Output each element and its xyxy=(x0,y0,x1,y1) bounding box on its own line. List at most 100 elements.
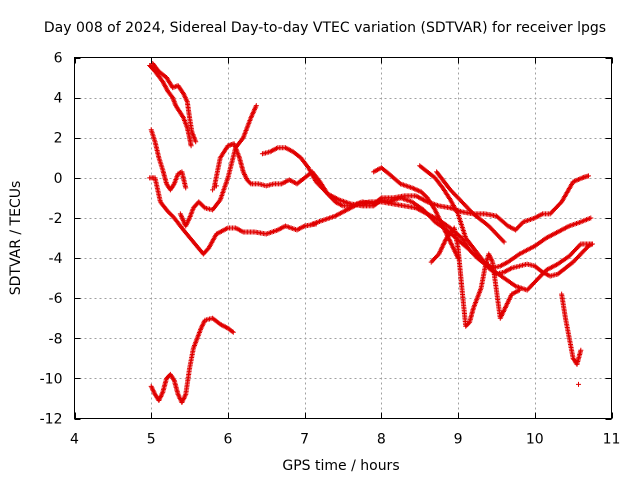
point-track-l xyxy=(487,224,493,230)
x-axis-label: GPS time / hours xyxy=(282,458,399,474)
x-tick-label: 4 xyxy=(70,432,79,448)
x-tick-label: 5 xyxy=(147,432,156,448)
point-track-g xyxy=(588,215,594,221)
point-track-k xyxy=(429,258,435,264)
x-tick-label: 9 xyxy=(454,432,463,448)
point-track-l xyxy=(467,207,473,213)
y-tick-label: -2 xyxy=(49,211,63,227)
x-tick-label: 6 xyxy=(223,432,232,448)
point-track-h xyxy=(469,249,475,255)
point-track-f xyxy=(518,221,524,227)
point-track-f xyxy=(515,225,521,231)
point-isolated xyxy=(576,381,582,387)
y-tick-label: -4 xyxy=(49,251,63,267)
point-track-k xyxy=(516,287,522,293)
point-track-l xyxy=(457,197,463,203)
point-track-c xyxy=(167,210,173,216)
point-track-h xyxy=(468,248,474,254)
point-track-m xyxy=(578,347,584,353)
point-track-l xyxy=(450,189,456,195)
point-track-j xyxy=(578,251,584,257)
point-track-e xyxy=(201,204,207,210)
point-track-l xyxy=(493,231,499,237)
point-track-l xyxy=(459,199,465,205)
point-track-l xyxy=(466,206,472,212)
point-track-j xyxy=(570,259,576,265)
point-track-h xyxy=(538,273,544,279)
point-track-f xyxy=(513,227,519,233)
point-track-l xyxy=(500,238,506,244)
point-track-i xyxy=(396,180,402,186)
point-track-l xyxy=(447,187,453,193)
point-track-l xyxy=(501,239,507,245)
point-track-j xyxy=(579,250,585,256)
point-track-f xyxy=(514,226,520,232)
point-track-l xyxy=(454,194,460,200)
point-track-l xyxy=(491,229,497,235)
point-track-k xyxy=(428,259,434,265)
point-track-c xyxy=(165,208,171,214)
point-track-l xyxy=(455,195,461,201)
point-track-l xyxy=(452,191,458,197)
point-isolated xyxy=(213,183,219,189)
point-track-f xyxy=(516,224,522,230)
x-tick-label: 10 xyxy=(526,432,544,448)
y-tick-label: -12 xyxy=(40,412,63,428)
point-track-a xyxy=(188,143,194,149)
point-track-k xyxy=(433,254,439,260)
x-tick-label: 7 xyxy=(300,432,309,448)
point-track-l xyxy=(458,198,464,204)
axes: 4 5 6 7 8 9 10 11 -12 -10 -8 -6 -4 -2 0 2 4 6 xyxy=(40,51,621,448)
x-tick-label: 8 xyxy=(377,432,386,448)
point-track-l xyxy=(448,188,454,194)
point-track-n xyxy=(230,329,236,335)
point-track-d xyxy=(183,185,189,191)
y-tick-label: 6 xyxy=(54,51,63,67)
point-track-j xyxy=(576,253,582,259)
point-track-j xyxy=(577,252,583,258)
point-track-b xyxy=(193,139,199,145)
point-track-l xyxy=(468,209,474,215)
point-track-k xyxy=(434,253,440,259)
point-track-f xyxy=(585,173,591,179)
chart-title: Day 008 of 2024, Sidereal Day-to-day VTE… xyxy=(44,20,606,36)
point-track-h xyxy=(471,252,477,258)
point-track-f xyxy=(519,220,525,226)
point-track-l xyxy=(488,225,494,231)
grid xyxy=(74,57,612,419)
point-track-e xyxy=(253,103,259,109)
point-track-k xyxy=(432,256,438,262)
point-track-h xyxy=(467,247,473,253)
point-track-l xyxy=(495,232,501,238)
point-track-j xyxy=(571,258,577,264)
point-track-j xyxy=(582,246,588,252)
point-track-h xyxy=(536,275,542,281)
point-track-l xyxy=(490,228,496,234)
point-track-j xyxy=(572,257,578,263)
point-track-l xyxy=(462,202,468,208)
point-track-l xyxy=(497,234,503,240)
point-track-l xyxy=(463,203,469,209)
y-tick-label: -10 xyxy=(40,371,63,387)
point-track-l xyxy=(464,204,470,210)
point-track-l xyxy=(465,205,471,211)
point-track-c xyxy=(164,207,170,213)
point-track-l xyxy=(496,233,502,239)
point-track-j xyxy=(573,256,579,262)
y-axis-label: SDTVAR / TECUs xyxy=(8,181,24,296)
point-track-n xyxy=(229,328,235,334)
point-track-l xyxy=(486,223,492,229)
point-track-l xyxy=(492,230,498,236)
point-track-l xyxy=(499,237,505,243)
point-track-c xyxy=(169,213,175,219)
point-isolated xyxy=(210,187,216,193)
point-track-f xyxy=(517,222,523,228)
y-tick-label: 2 xyxy=(54,131,63,147)
y-tick-label: -8 xyxy=(49,331,63,347)
plot-frame xyxy=(74,57,612,419)
point-track-j xyxy=(583,245,589,251)
point-track-l xyxy=(489,226,495,232)
point-track-j xyxy=(581,248,587,254)
point-track-l xyxy=(453,193,459,199)
y-tick-label: 0 xyxy=(54,171,63,187)
